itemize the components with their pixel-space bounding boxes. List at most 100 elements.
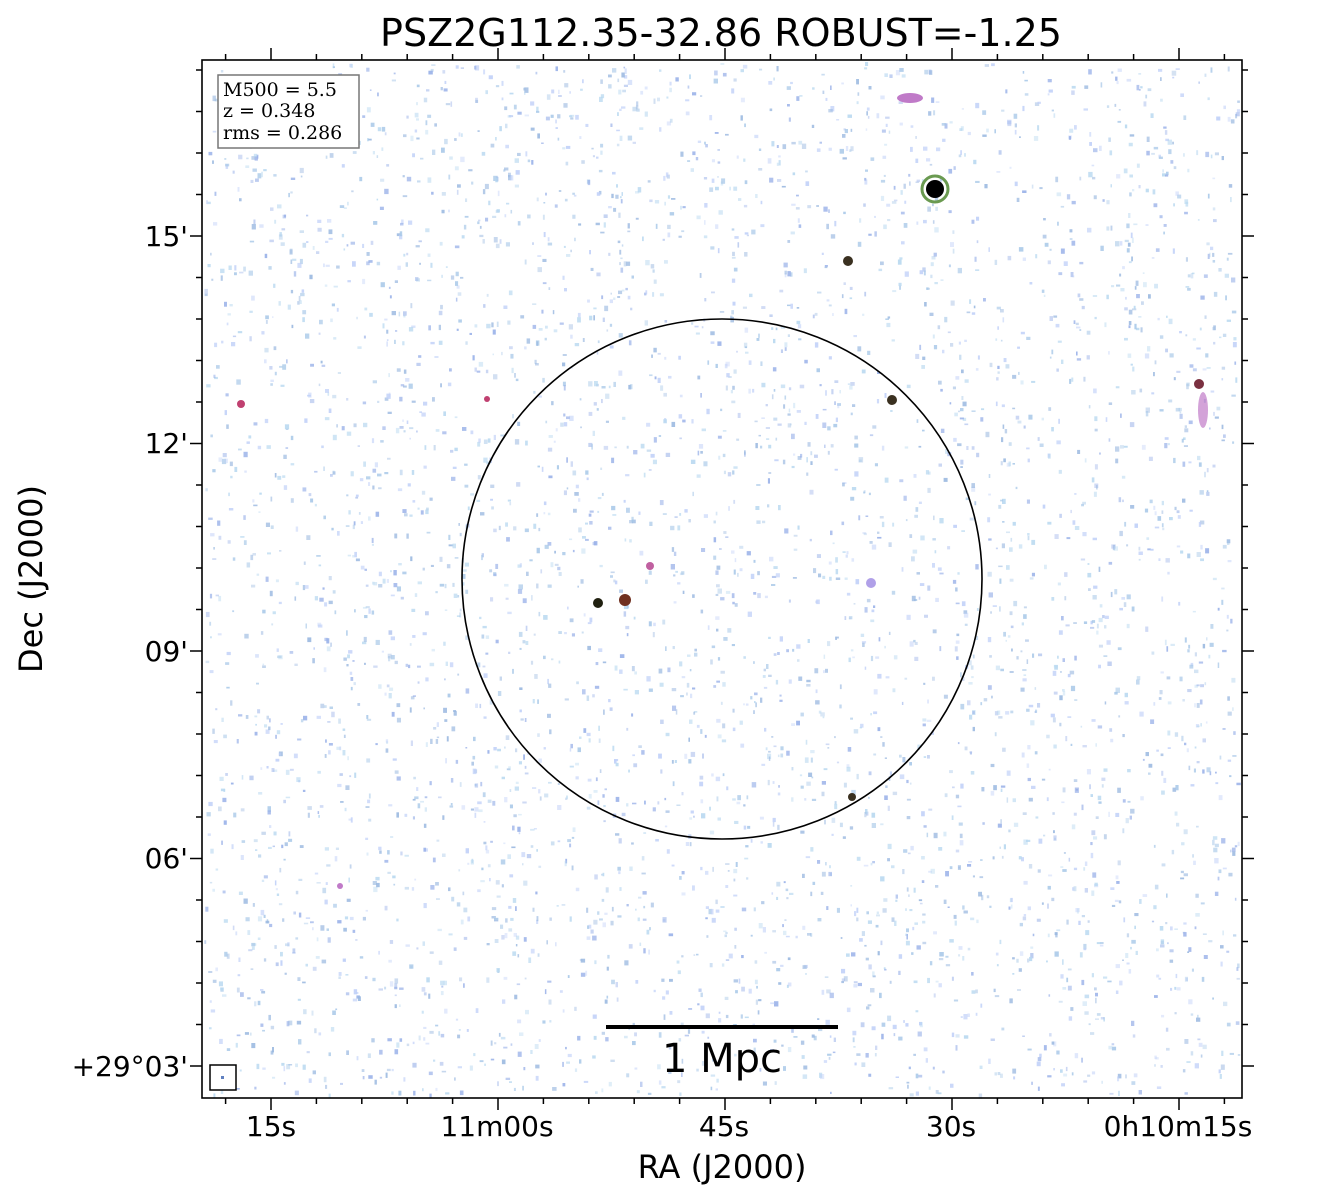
noise-speck: [1091, 1071, 1096, 1075]
noise-speck: [370, 122, 375, 127]
noise-speck: [583, 613, 586, 617]
noise-speck: [643, 905, 646, 909]
noise-speck: [944, 793, 948, 798]
noise-speck: [668, 933, 674, 937]
noise-speck: [932, 563, 935, 568]
noise-speck: [261, 171, 263, 178]
noise-speck: [1214, 843, 1219, 848]
noise-speck: [611, 193, 614, 199]
noise-speck: [659, 69, 662, 72]
noise-speck: [521, 852, 526, 858]
noise-speck: [854, 471, 859, 477]
noise-speck: [394, 339, 396, 344]
noise-speck: [1029, 956, 1033, 962]
noise-speck: [890, 410, 893, 412]
noise-speck: [586, 936, 591, 940]
noise-speck: [822, 408, 827, 411]
noise-speck: [588, 738, 591, 743]
noise-speck: [494, 918, 499, 922]
noise-speck: [756, 985, 758, 989]
noise-speck: [575, 762, 579, 766]
noise-speck: [1227, 711, 1232, 716]
noise-speck: [371, 543, 374, 546]
noise-speck: [622, 89, 626, 93]
noise-speck: [516, 983, 521, 986]
noise-speck: [372, 380, 377, 384]
noise-speck: [804, 757, 809, 763]
noise-speck: [830, 234, 836, 239]
noise-speck: [652, 292, 655, 297]
noise-speck: [423, 992, 427, 996]
noise-speck: [494, 917, 499, 920]
noise-speck: [1222, 333, 1227, 337]
noise-speck: [822, 422, 827, 428]
noise-speck: [606, 966, 609, 971]
noise-speck: [888, 542, 892, 547]
noise-speck: [1088, 588, 1091, 591]
noise-speck: [423, 465, 427, 469]
noise-speck: [1103, 1017, 1105, 1022]
noise-speck: [1039, 1053, 1042, 1058]
image-noise: [204, 62, 1241, 1099]
noise-speck: [1074, 655, 1077, 661]
noise-speck: [1117, 860, 1121, 866]
noise-speck: [484, 183, 489, 190]
noise-speck: [892, 290, 897, 293]
noise-speck: [234, 466, 238, 472]
noise-speck: [918, 501, 922, 504]
noise-speck: [712, 866, 714, 872]
noise-speck: [1014, 123, 1017, 128]
noise-speck: [543, 615, 548, 620]
noise-speck: [540, 569, 543, 574]
noise-speck: [908, 173, 911, 177]
noise-speck: [876, 113, 880, 119]
noise-speck: [668, 1071, 672, 1074]
noise-speck: [1031, 539, 1036, 545]
noise-speck: [1115, 458, 1119, 464]
noise-speck: [553, 440, 556, 443]
noise-speck: [740, 1014, 743, 1019]
noise-speck: [463, 907, 468, 913]
noise-speck: [1133, 1073, 1138, 1078]
noise-speck: [679, 437, 682, 440]
noise-speck: [1165, 1027, 1169, 1032]
noise-speck: [421, 412, 426, 417]
noise-speck: [449, 156, 453, 160]
source: [1198, 392, 1208, 428]
noise-speck: [251, 295, 255, 301]
noise-speck: [1034, 687, 1037, 690]
noise-speck: [689, 842, 692, 847]
noise-speck: [951, 1032, 955, 1038]
noise-speck: [619, 262, 621, 266]
noise-speck: [762, 1081, 767, 1086]
noise-speck: [872, 975, 876, 978]
noise-speck: [667, 195, 671, 199]
noise-speck: [733, 499, 736, 504]
noise-speck: [379, 1049, 383, 1055]
noise-speck: [839, 704, 842, 709]
noise-speck: [592, 430, 595, 436]
noise-speck: [1057, 655, 1059, 659]
noise-speck: [789, 423, 792, 426]
noise-speck: [865, 128, 868, 131]
noise-speck: [209, 670, 214, 674]
noise-speck: [545, 420, 548, 424]
noise-speck: [697, 450, 700, 456]
noise-speck: [1000, 499, 1004, 502]
noise-speck: [214, 191, 217, 196]
noise-speck: [454, 245, 460, 249]
noise-speck: [787, 271, 791, 277]
noise-speck: [1049, 316, 1053, 321]
noise-speck: [961, 530, 965, 532]
noise-speck: [621, 812, 626, 817]
noise-speck: [638, 896, 642, 899]
noise-speck: [746, 234, 749, 237]
noise-speck: [396, 368, 401, 372]
noise-speck: [378, 950, 380, 955]
noise-speck: [734, 927, 737, 931]
noise-speck: [1130, 363, 1133, 366]
noise-speck: [899, 754, 902, 758]
noise-speck: [945, 871, 949, 877]
noise-speck: [482, 189, 486, 195]
noise-speck: [1027, 958, 1030, 963]
